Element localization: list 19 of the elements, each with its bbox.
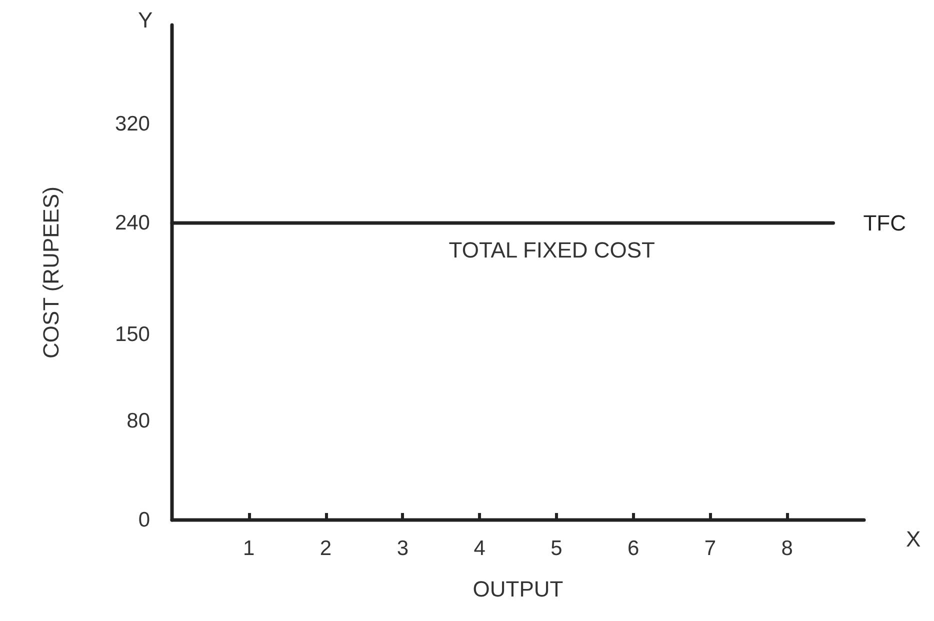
x-tick-label: 1	[243, 537, 255, 560]
x-axis-title: OUTPUT	[472, 576, 564, 602]
y-tick-label: 320	[114, 112, 150, 136]
x-tick-label: 2	[320, 537, 332, 560]
x-tick-label: 7	[704, 537, 716, 560]
x-tick-label: 6	[627, 537, 640, 560]
x-tick-label: 3	[396, 537, 409, 560]
y-tick-label: 240	[114, 212, 150, 234]
y-tick-label: 150	[114, 322, 150, 346]
text: Y	[138, 8, 153, 32]
annotation: TOTAL FIXED COST	[448, 238, 655, 262]
x-tick-label: 5	[550, 537, 562, 560]
y-axis-title: COST (RUPEES)	[38, 186, 64, 358]
text: X	[906, 526, 921, 552]
y-tick-label: 80	[126, 410, 150, 432]
series-label: TFC	[863, 210, 906, 236]
x-tick-label: 8	[781, 537, 793, 560]
x-tick-label: 4	[474, 537, 486, 560]
y-tick-label: 0	[138, 508, 150, 532]
